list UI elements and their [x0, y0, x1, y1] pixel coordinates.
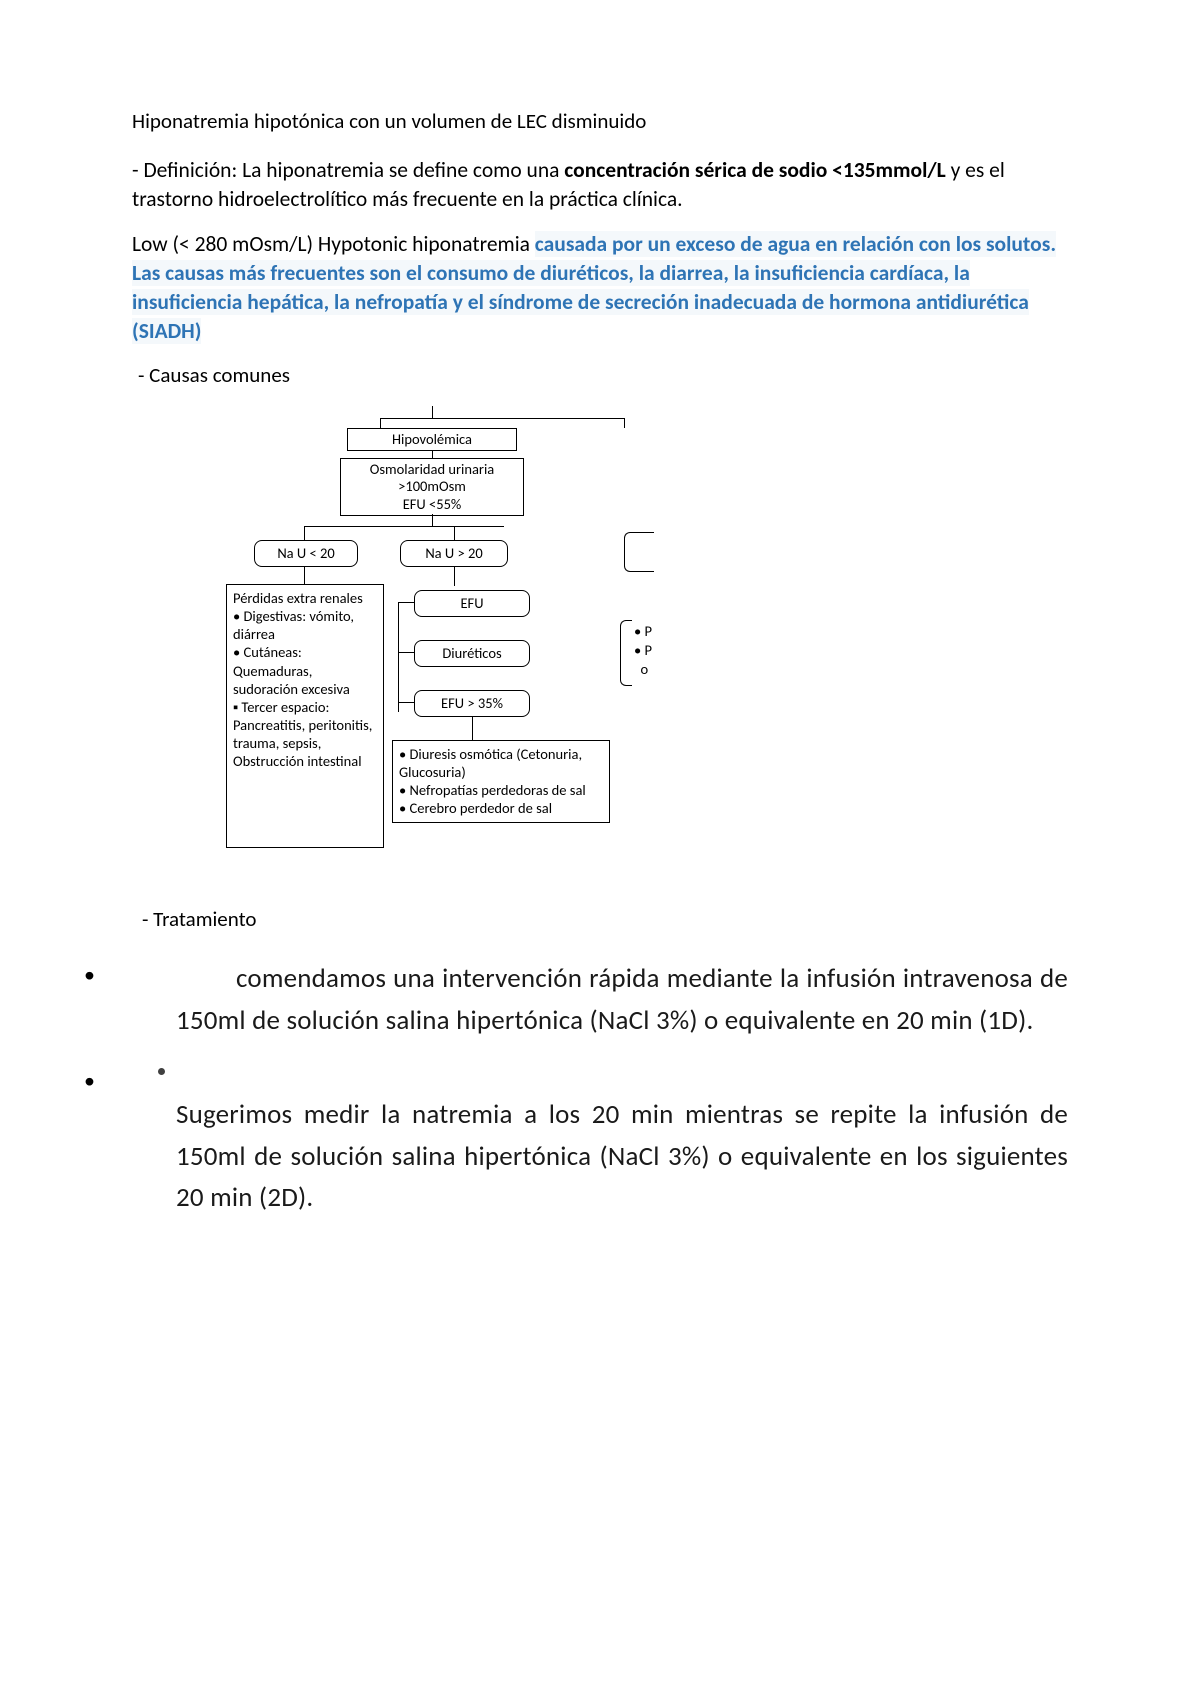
connector-line — [472, 716, 473, 740]
bullet-icon: • — [84, 1070, 95, 1092]
bracket-fragment — [620, 620, 632, 686]
definition-paragraph: - Definición: La hiponatremia se define … — [132, 156, 1068, 214]
connector-line — [380, 418, 624, 419]
bracket-fragment — [624, 532, 654, 572]
connector-line — [624, 418, 625, 428]
node-na-gt-20: Na U > 20 — [400, 540, 508, 567]
connector-line — [380, 418, 381, 428]
node-efu: EFU — [414, 590, 530, 617]
connector-line — [398, 602, 399, 712]
node-hipovolemica: Hipovolémica — [347, 428, 517, 451]
connector-line — [432, 514, 433, 526]
connector-line — [432, 406, 433, 418]
node-efu-35: EFU > 35% — [414, 690, 530, 717]
node-diureticos: Diuréticos — [414, 640, 530, 667]
section-causas: - Causas comunes — [138, 362, 1068, 388]
connector-line — [454, 566, 455, 586]
side-fragment-text: • P • P o — [634, 622, 652, 679]
treatment-section: - Tratamiento • comendamos una intervenc… — [132, 906, 1068, 1219]
node-osmolaridad: Osmolaridad urinaria >100mOsm EFU <55% — [340, 458, 524, 516]
definition-label: - Definición: — [132, 157, 237, 183]
treatment-item-1: • comendamos una intervención rápida med… — [132, 958, 1068, 1042]
left-list-text: Pérdidas extra renales • Digestivas: vóm… — [233, 589, 377, 770]
treatment-item-2: • Sugerimos medir la natremia a los 20 m… — [132, 1064, 1068, 1220]
connector-line — [398, 702, 414, 703]
node-perdidas-extrarenales: Pérdidas extra renales • Digestivas: vóm… — [226, 584, 384, 848]
flowchart: Hipovolémica Osmolaridad urinaria >100mO… — [222, 406, 782, 876]
definition-lead: La hiponatremia se define como una — [237, 157, 564, 183]
connector-line — [432, 450, 433, 458]
treatment-text-1: comendamos una intervención rápida media… — [176, 958, 1068, 1042]
bullet-icon: • — [84, 964, 95, 986]
document-title: Hiponatremia hipotónica con un volumen d… — [132, 108, 1068, 134]
connector-line — [398, 602, 414, 603]
connector-line — [304, 566, 305, 586]
page-content: Hiponatremia hipotónica con un volumen d… — [132, 108, 1068, 1247]
treatment-text-2: Sugerimos medir la natremia a los 20 min… — [176, 1094, 1068, 1220]
connector-line — [304, 526, 305, 540]
definition-bold: concentración sérica de sodio <135mmol/L — [564, 157, 945, 183]
inner-bullet-icon — [158, 1068, 165, 1075]
node-na-lt-20: Na U < 20 — [254, 540, 358, 567]
low-paragraph: Low (< 280 mOsm/L) Hypotonic hiponatremi… — [132, 230, 1068, 346]
connector-line — [454, 526, 455, 540]
section-tratamiento: - Tratamiento — [142, 906, 1068, 932]
low-lead: Low (< 280 mOsm/L) Hypotonic hiponatremi… — [132, 231, 535, 257]
connector-line — [398, 652, 414, 653]
connector-line — [304, 526, 504, 527]
node-diuresis-osmotica: • Diuresis osmótica (Cetonuria, Glucosur… — [392, 740, 610, 823]
